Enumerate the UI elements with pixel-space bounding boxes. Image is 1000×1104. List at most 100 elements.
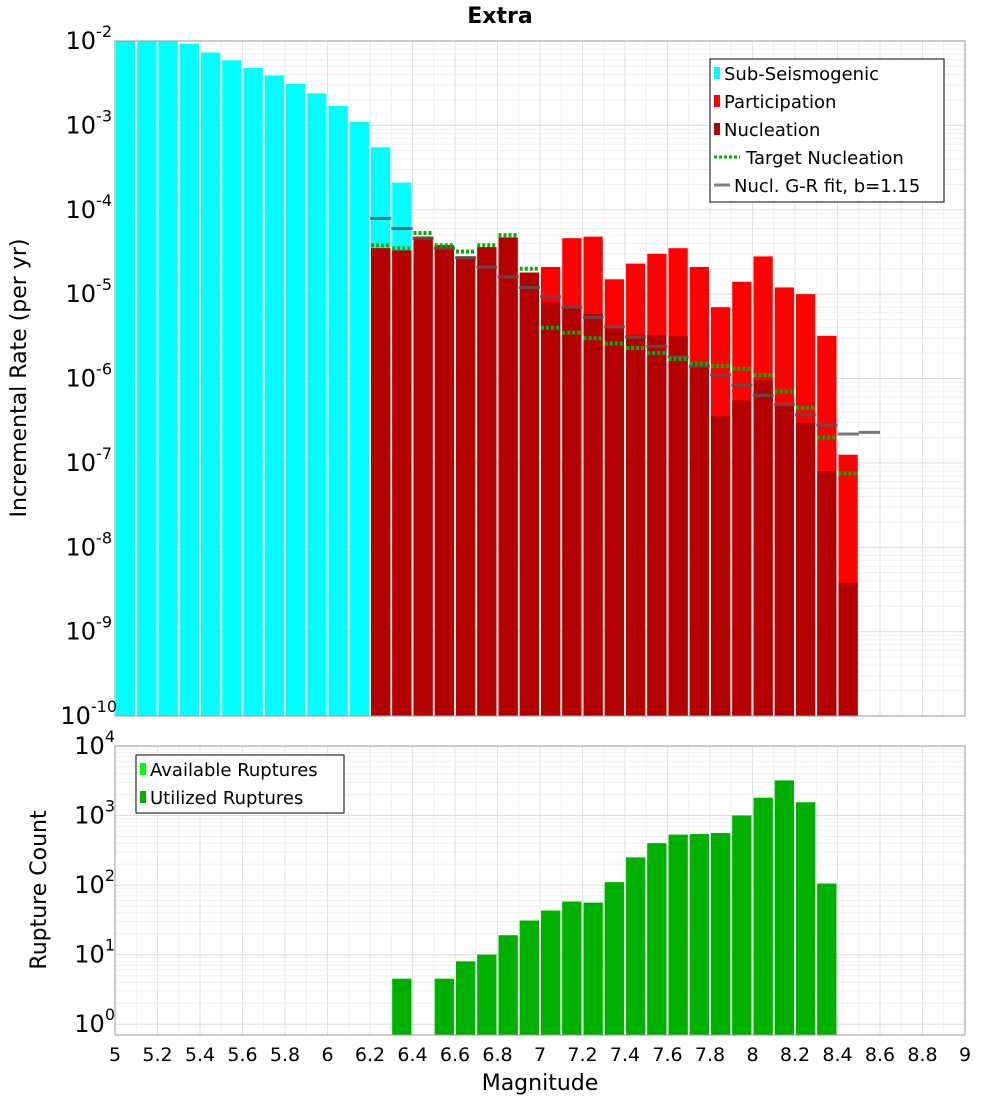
- utilized-ruptures-bar: [626, 857, 646, 1035]
- utilized-ruptures-bar: [562, 901, 582, 1035]
- x-tick-label: 5: [109, 1044, 121, 1066]
- legend-sub-seismogenic-label: Sub-Seismogenic: [724, 64, 879, 85]
- legend-sub-seismogenic-swatch: [714, 67, 720, 79]
- utilized-ruptures-bar: [477, 954, 497, 1035]
- utilized-ruptures-bar: [732, 815, 752, 1035]
- x-tick-label: 5.2: [142, 1044, 172, 1066]
- nucleation-bar: [519, 272, 539, 716]
- nucleation-bar: [774, 405, 794, 716]
- x-tick-label: 6.2: [355, 1044, 385, 1066]
- sub-seismogenic-bar: [328, 105, 348, 717]
- legend-participation-label: Participation: [724, 92, 836, 113]
- top-y-tick-label: 10-10: [60, 697, 117, 730]
- x-tick-label: 8.6: [865, 1044, 895, 1066]
- x-tick-label: 8: [746, 1044, 758, 1066]
- utilized-ruptures-bar: [689, 834, 709, 1035]
- sub-seismogenic-bar: [201, 52, 221, 717]
- utilized-ruptures-bar: [456, 961, 476, 1035]
- sub-seismogenic-bar: [286, 83, 306, 716]
- x-tick-label: 8.2: [780, 1044, 810, 1066]
- nucleation-bar: [626, 334, 646, 716]
- x-tick-label: 5.6: [227, 1044, 257, 1066]
- top-y-tick-label: 10-4: [66, 191, 113, 224]
- legend-participation-swatch: [714, 95, 720, 107]
- sub-seismogenic-bar: [307, 93, 327, 716]
- top-legend-box: [709, 58, 945, 203]
- bottom-plot-y-tick-labels: 100 101 102 103 104: [74, 727, 115, 1038]
- x-tick-label: 9: [959, 1044, 971, 1066]
- nucleation-bar: [838, 582, 858, 716]
- nucleation-bar: [796, 422, 816, 716]
- nucleation-bar: [434, 245, 454, 717]
- x-tick-label: 6.4: [397, 1044, 427, 1066]
- nucleation-bar: [711, 415, 731, 716]
- x-tick-label: 8.8: [907, 1044, 937, 1066]
- bottom-plot-frame: [114, 745, 966, 1036]
- top-plot-bars: [116, 41, 858, 717]
- legend-target-nucleation-label: Target Nucleation: [745, 148, 904, 169]
- sub-seismogenic-bar: [243, 67, 263, 717]
- x-tick-label: 6.6: [440, 1044, 470, 1066]
- x-tick-label: 7.4: [610, 1044, 640, 1066]
- nucleation-bar: [562, 307, 582, 716]
- top-plot-frame: [114, 40, 966, 717]
- sub-seismogenic-bar: [349, 121, 369, 716]
- top-y-tick-label: 10-5: [66, 275, 113, 308]
- x-tick-label: 6.8: [482, 1044, 512, 1066]
- sub-seismogenic-bar: [179, 43, 199, 717]
- bottom-legend-box: [135, 754, 345, 814]
- top-plot-y-tick-labels: 10-10 10-9 10-8 10-7 10-6 10-5 10-4 10-3 10-2: [60, 22, 117, 730]
- utilized-ruptures-bar: [647, 843, 667, 1035]
- bottom-y-tick-label: 101: [74, 936, 115, 969]
- top-plot-fit-lines: [370, 216, 880, 476]
- nucleation-bar: [498, 237, 518, 716]
- chart-title: Extra: [467, 4, 532, 29]
- nucleation-bar: [477, 247, 497, 716]
- top-y-tick-label: 10-9: [66, 613, 113, 646]
- bottom-plot-legend: Available Ruptures Utilized Ruptures: [135, 754, 345, 814]
- x-tick-label: 5.8: [270, 1044, 300, 1066]
- bottom-plot-y-axis-label: Rupture Count: [27, 810, 52, 970]
- legend-utilized-ruptures-label: Utilized Ruptures: [150, 788, 303, 809]
- utilized-ruptures-bar: [668, 834, 688, 1035]
- top-plot-y-axis-label: Incremental Rate (per yr): [7, 239, 32, 518]
- nucleation-bar: [753, 380, 773, 716]
- x-tick-label: 7: [534, 1044, 546, 1066]
- utilized-ruptures-bar: [434, 978, 454, 1035]
- utilized-ruptures-bar: [583, 902, 603, 1035]
- utilized-ruptures-bar: [519, 920, 539, 1035]
- legend-nucleation-swatch: [714, 123, 720, 135]
- nucleation-bar: [668, 335, 688, 716]
- nucleation-bar: [689, 363, 709, 716]
- nucleation-bar: [647, 334, 667, 716]
- sub-seismogenic-bar: [222, 60, 242, 717]
- top-y-tick-label: 10-8: [66, 528, 113, 561]
- nucleation-bar: [604, 328, 624, 716]
- nucleation-bar: [817, 471, 837, 716]
- nucleation-bar: [732, 400, 752, 716]
- legend-nucleation-label: Nucleation: [724, 120, 820, 141]
- utilized-ruptures-bar: [498, 935, 518, 1035]
- utilized-ruptures-bar: [774, 780, 794, 1035]
- top-plot-legend: Sub-Seismogenic Participation Nucleation…: [709, 58, 945, 203]
- x-tick-label: 7.6: [652, 1044, 682, 1066]
- sub-seismogenic-bar: [264, 75, 284, 717]
- nucleation-bar: [413, 236, 433, 716]
- utilized-ruptures-bar: [796, 802, 816, 1035]
- sub-seismogenic-bar: [158, 41, 178, 716]
- x-tick-labels: 5 5.2 5.4 5.6 5.8 6 6.2 6.4 6.6 6.8 7 7.2 7.4 7.6 7.8 8…: [109, 1044, 971, 1066]
- sub-seismogenic-bar: [116, 41, 136, 716]
- sub-seismogenic-bar: [137, 41, 157, 716]
- legend-available-ruptures-label: Available Ruptures: [150, 760, 318, 781]
- x-tick-label: 7.2: [567, 1044, 597, 1066]
- nucleation-bar: [583, 314, 603, 716]
- utilized-ruptures-bar: [753, 797, 773, 1035]
- utilized-ruptures-bar: [541, 910, 561, 1035]
- utilized-ruptures-bar: [392, 978, 412, 1035]
- bottom-y-tick-label: 104: [74, 727, 115, 760]
- utilized-ruptures-bar: [711, 833, 731, 1035]
- nucleation-bar: [541, 302, 561, 716]
- utilized-ruptures-bar: [817, 883, 837, 1035]
- legend-utilized-ruptures-swatch: [140, 791, 146, 803]
